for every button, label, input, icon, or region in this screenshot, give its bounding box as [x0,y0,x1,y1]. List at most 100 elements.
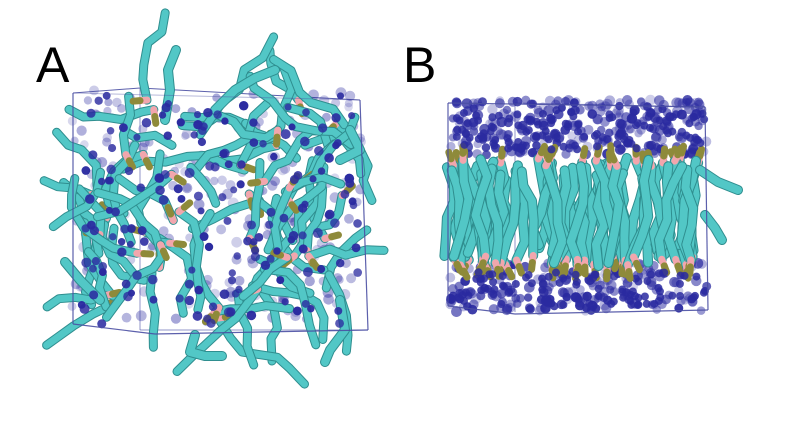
lipid-tail [211,66,279,114]
headgroup-bead [652,142,661,151]
headgroup-bead [606,285,615,294]
headgroup-bead [76,125,87,136]
headgroup-bead [551,268,560,277]
headgroup-bead [593,142,602,151]
lipid-tail [187,163,220,207]
headgroup-bead [469,126,479,136]
headgroup-bead [177,194,186,203]
headgroup-bead [344,102,353,112]
headgroup-bead [532,132,541,141]
lipid-tail [122,128,176,149]
headgroup-bead [303,267,313,277]
headgroup-bead [607,299,616,308]
lipid-tail [604,162,623,267]
headgroup-bead [481,143,491,152]
headgroup-bead [487,122,496,131]
headgroup-bead [270,152,278,161]
headgroup-bead [463,119,472,128]
headgroup-bead [494,111,503,120]
headgroup-bead [610,272,619,281]
headgroup-bead [348,197,357,206]
headgroup-bead [121,279,131,289]
headgroup-bead [193,199,205,210]
headgroup-bead [603,135,612,144]
headgroup-bead [197,207,205,215]
linker-olive [243,163,258,174]
headgroup-bead [650,132,662,144]
lipid-tail [566,162,588,264]
headgroup-bead [453,125,462,134]
headgroup-bead [81,166,91,175]
lipid-tail [246,72,323,135]
headgroup-bead [503,134,512,143]
headgroup-bead [595,99,605,109]
headgroup-bead [555,278,564,287]
headgroup-bead [184,168,195,178]
headgroup-bead [213,110,222,119]
headgroup-bead [650,299,659,308]
headgroup-bead [86,108,96,118]
headgroup-bead [459,108,468,117]
headgroup-bead [544,272,553,281]
headgroup-bead [626,296,635,305]
headgroup-bead [67,301,77,311]
headgroup-bead [259,140,267,148]
headgroup-bead [445,272,456,283]
headgroup-bead [345,178,355,188]
linker-olive [247,178,262,187]
headgroup-bead [691,291,700,300]
lipid-tail [119,92,134,159]
linker-olive [125,157,136,171]
headgroup-bead [465,133,474,142]
headgroup-bead [246,310,257,321]
headgroup-bead [351,243,361,253]
headgroup-bead [681,98,691,107]
headgroup-bead [585,299,594,308]
headgroup-bead [583,124,594,135]
headgroup-bead [686,133,695,142]
headgroup-bead [571,270,580,279]
box-edge [359,99,369,331]
headgroup-bead [289,175,299,185]
headgroup-bead [126,240,134,248]
headgroup-bead [622,288,631,297]
headgroup-bead [476,278,485,287]
headgroup-bead [276,276,285,285]
headgroup-bead [266,207,276,217]
linker-olive [288,201,300,214]
headgroup-bead [592,130,601,139]
headgroup-bead [524,270,533,279]
headgroup-bead [668,113,677,122]
headgroup-bead [580,132,589,141]
headgroup-bead [236,180,245,189]
headgroup-bead [284,103,292,111]
headgroup-bead [632,144,641,153]
headgroup-bead [224,160,233,169]
linker-olive [151,112,160,127]
linker-olive [625,268,634,282]
headgroup-bead [547,145,556,154]
headgroup-bead [98,262,108,271]
linker-olive [477,259,487,273]
headgroup-bead [477,286,486,295]
headgroup-bead [629,108,638,117]
headgroup-bead [550,129,559,138]
headgroup-bead [634,300,643,309]
lipid-tail [497,161,522,267]
headgroup-bead [487,104,498,115]
headgroup-bead [83,96,93,105]
linker-olive [159,247,170,262]
headgroup-bead [489,290,498,299]
headgroup-bead [292,306,302,316]
headgroup-bead [176,118,185,127]
headgroup-bead [102,91,111,100]
headgroup-bead [448,284,458,294]
headgroup-bead [216,224,227,235]
headgroup-bead [622,95,633,106]
headgroup-bead [204,242,214,252]
headgroup-bead [127,289,135,297]
headgroup-bead [297,203,308,213]
headgroup-bead [335,318,344,328]
headgroup-bead [561,96,571,106]
